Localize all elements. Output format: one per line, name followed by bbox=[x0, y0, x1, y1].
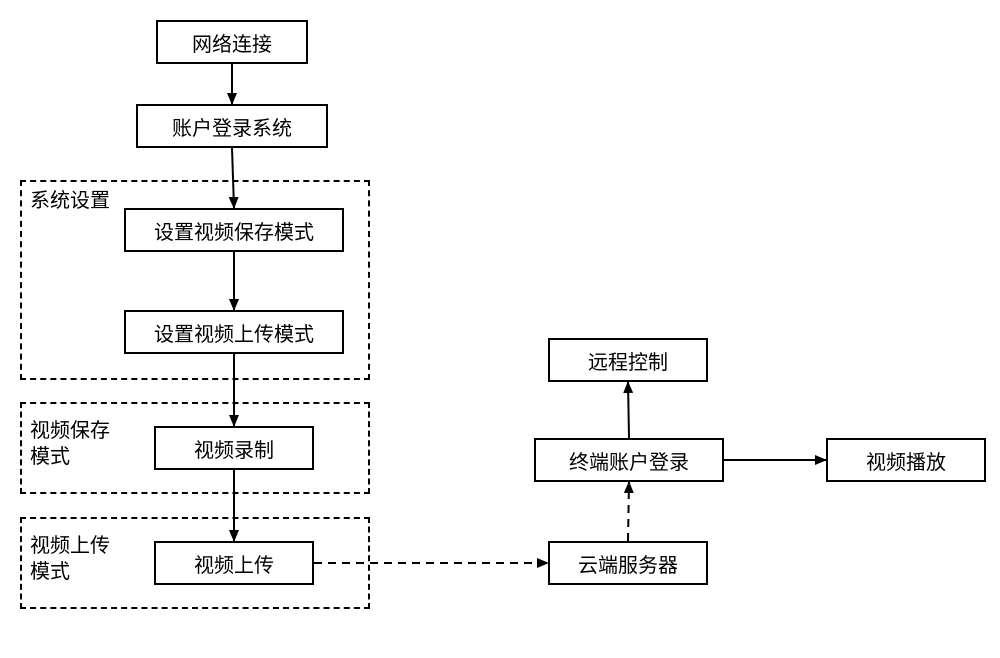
node-terminal-login: 终端账户登录 bbox=[534, 438, 724, 482]
group-label-video-upload-mode: 视频上传 模式 bbox=[30, 533, 110, 585]
node-account-login: 账户登录系统 bbox=[136, 104, 328, 148]
node-set-save-mode: 设置视频保存模式 bbox=[124, 208, 344, 252]
node-remote-control: 远程控制 bbox=[548, 338, 708, 382]
node-set-upload-mode: 设置视频上传模式 bbox=[124, 310, 344, 354]
group-label-system-settings: 系统设置 bbox=[30, 188, 110, 214]
group-label-video-save-mode: 视频保存 模式 bbox=[30, 418, 110, 470]
node-video-upload: 视频上传 bbox=[154, 541, 314, 585]
node-network-connect: 网络连接 bbox=[156, 20, 308, 64]
node-video-play: 视频播放 bbox=[826, 438, 986, 482]
node-video-record: 视频录制 bbox=[154, 426, 314, 470]
node-cloud-server: 云端服务器 bbox=[548, 541, 708, 585]
